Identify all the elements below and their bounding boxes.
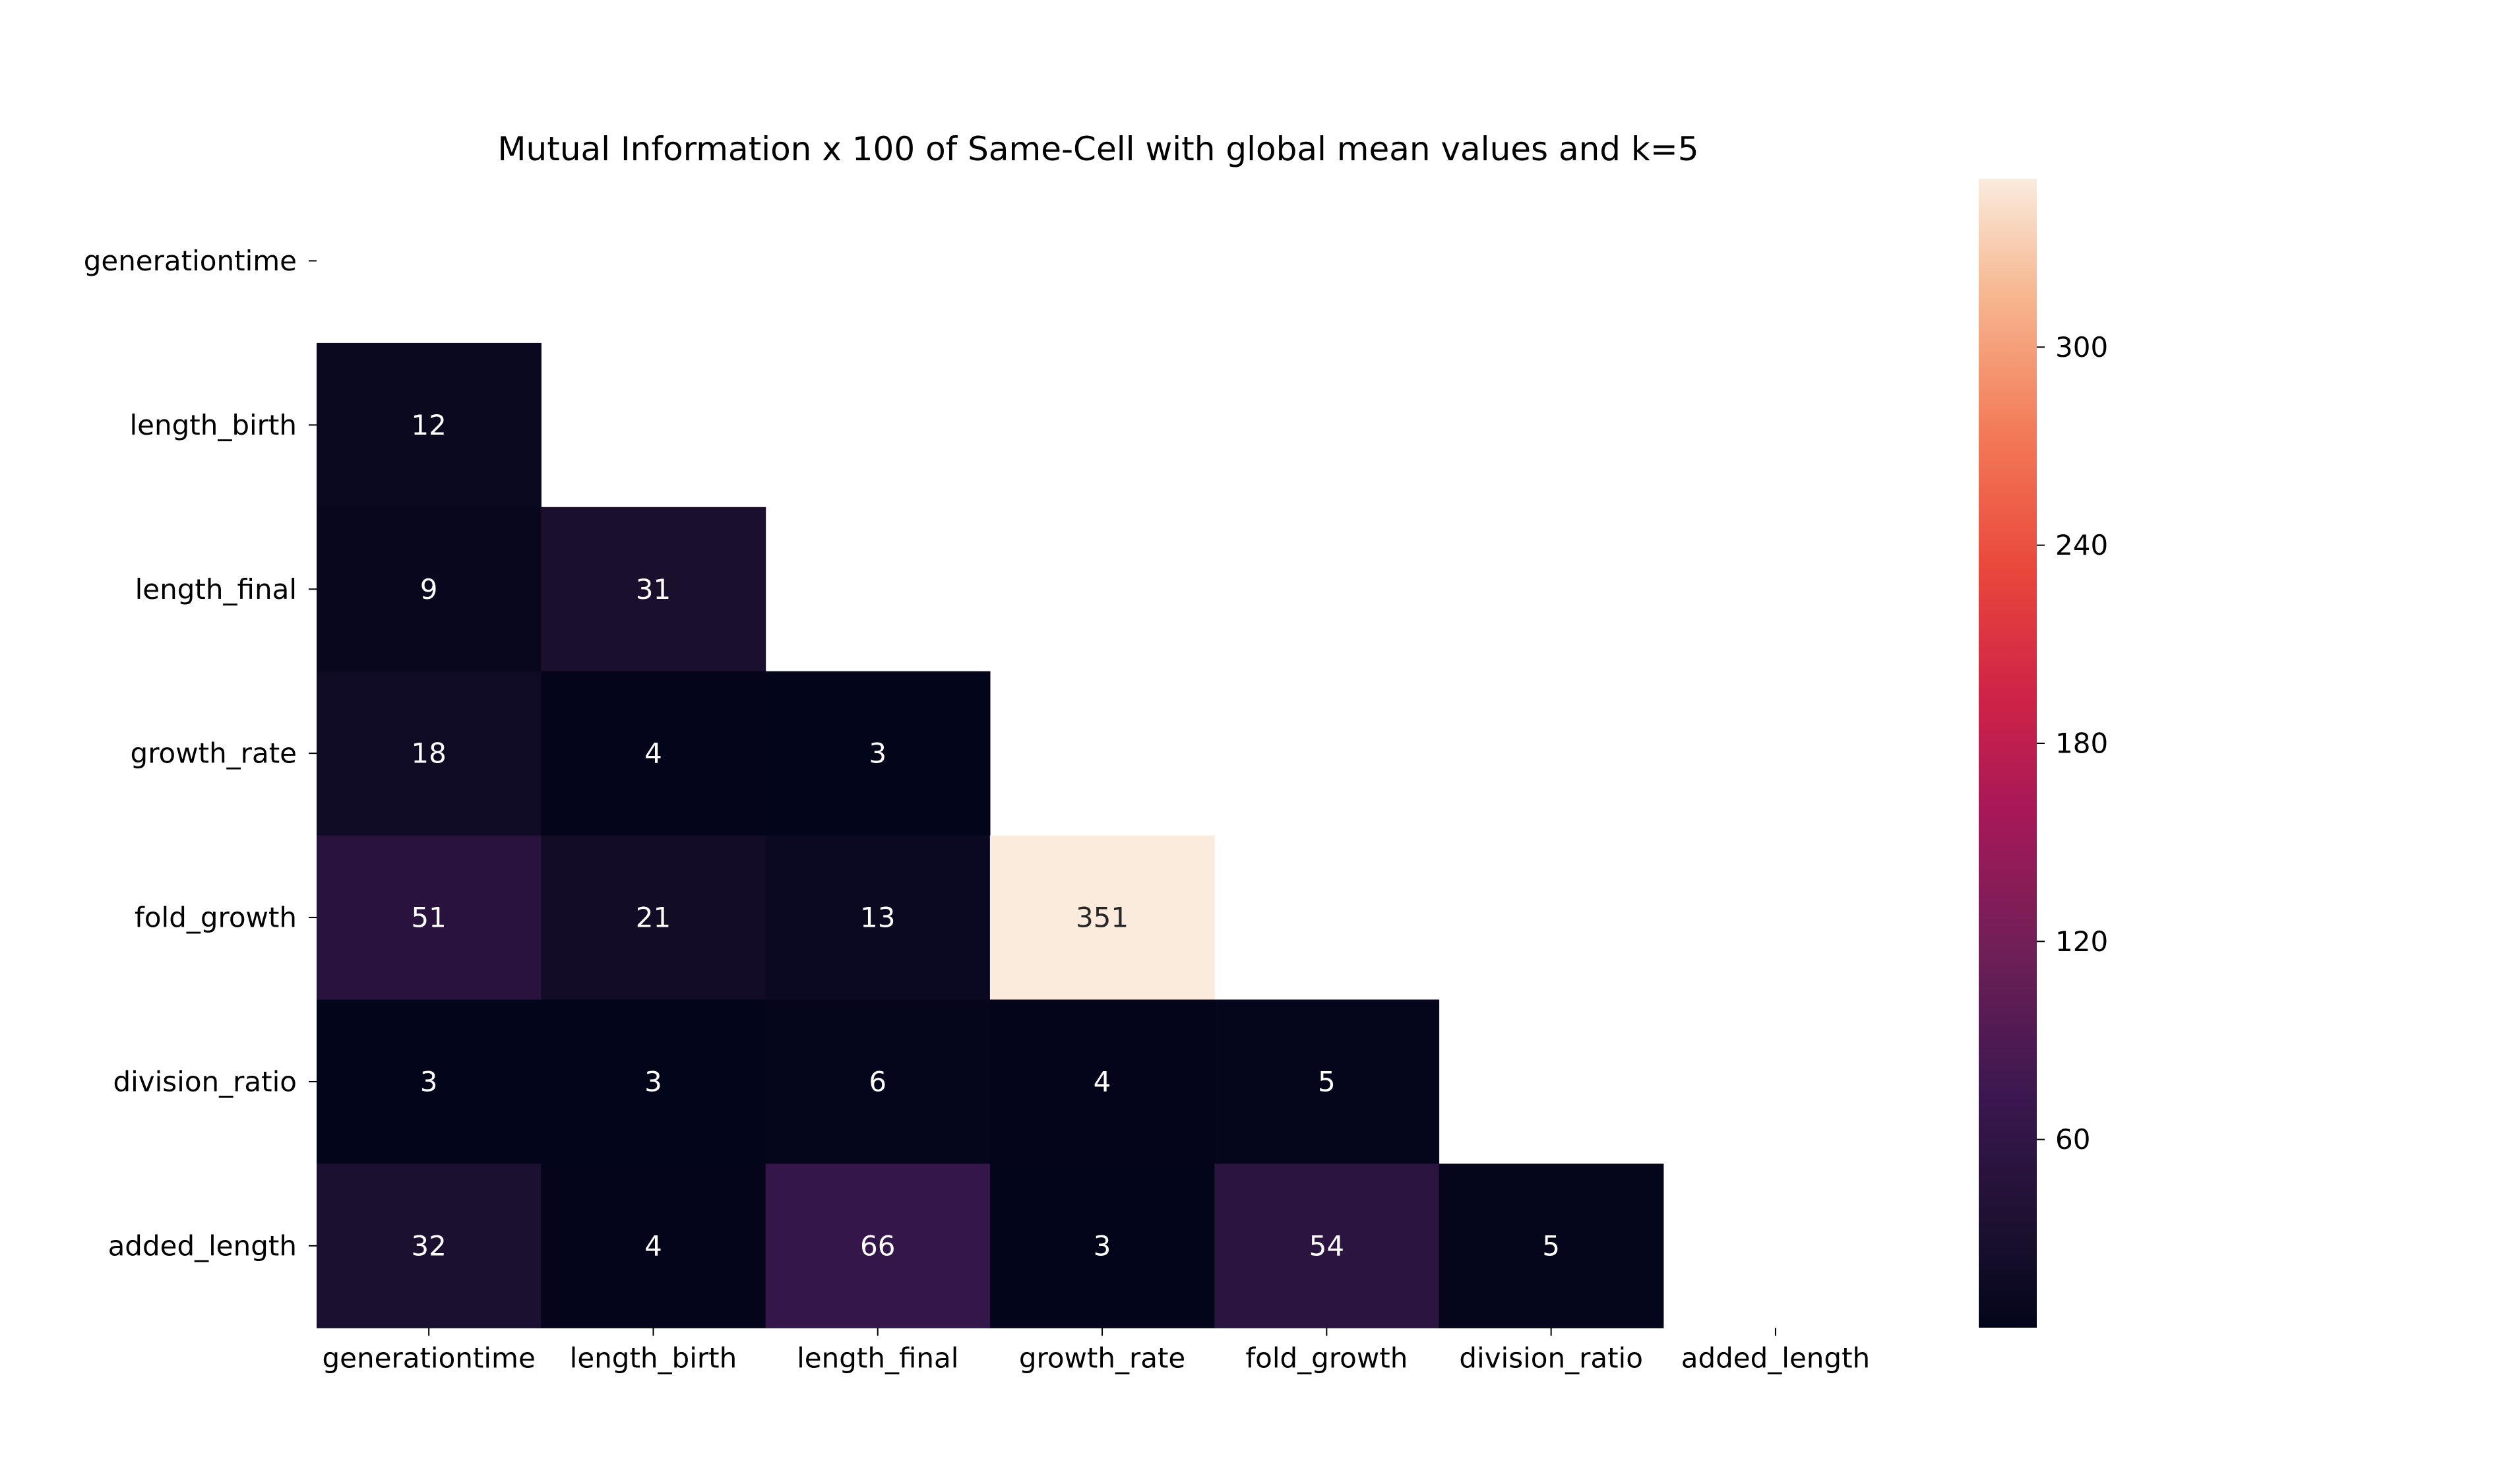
heatmap-cell	[317, 671, 542, 836]
heatmap-cell	[317, 835, 542, 1001]
cell-value-label: 31	[636, 573, 671, 605]
heatmap-cell	[1214, 999, 1440, 1164]
heatmap-cell	[317, 507, 542, 672]
heatmap-cell	[989, 999, 1215, 1164]
cell-value-label: 12	[411, 409, 446, 441]
cell-value-label: 351	[1076, 902, 1129, 934]
heatmap-cells	[317, 342, 1664, 1328]
cell-value-label: 21	[636, 902, 671, 934]
heatmap-cell	[989, 835, 1215, 1001]
heatmap-cell	[765, 671, 991, 836]
y-tick-label: length_birth	[129, 409, 297, 441]
heatmap-cell	[765, 835, 991, 1001]
colorbar-axis: 60 120 180 240 300	[2037, 331, 2108, 1156]
x-tick-label: division_ratio	[1459, 1342, 1643, 1374]
cell-value-label: 32	[411, 1229, 446, 1262]
cell-value-label: 3	[1094, 1229, 1111, 1262]
cell-value-label: 5	[1318, 1065, 1336, 1098]
y-tick-label: division_ratio	[113, 1065, 297, 1098]
cell-value-label: 6	[869, 1065, 886, 1098]
heatmap-cell	[541, 1163, 766, 1328]
heatmap-cell	[765, 999, 991, 1164]
y-axis: generationtime length_birth length_finalgr…	[84, 245, 317, 1262]
cell-value-label: 3	[644, 1065, 662, 1098]
heatmap-cell	[1214, 1163, 1440, 1328]
cell-value-label: 54	[1309, 1229, 1344, 1262]
colorbar-tick-label: 240	[2055, 529, 2108, 561]
cell-value-label: 5	[1542, 1229, 1560, 1262]
colorbar-tick-label: 120	[2055, 925, 2108, 958]
x-tick-label: length_final	[797, 1342, 958, 1374]
cell-value-label: 4	[1094, 1065, 1111, 1098]
cell-value-label: 13	[860, 902, 895, 934]
x-tick-label: length_birth	[570, 1342, 737, 1374]
cell-value-label: 4	[644, 737, 662, 770]
x-tick-label: fold_growth	[1245, 1342, 1408, 1374]
colorbar-tick-label: 180	[2055, 727, 2108, 759]
chart-title: Mutual Information x 100 of Same-Cell wi…	[497, 130, 1698, 168]
y-tick-label: added_length	[108, 1229, 297, 1262]
x-axis: generationtime length_birth length_final gr…	[322, 1328, 1870, 1374]
y-tick-label: generationtime	[84, 245, 297, 277]
colorbar-tick-label: 300	[2055, 331, 2108, 363]
y-tick-label: growth_rate	[131, 737, 297, 770]
heatmap-cell	[1439, 1163, 1664, 1328]
heatmap-cell	[541, 671, 766, 836]
heatmap-cell	[765, 1163, 991, 1328]
heatmap-cell	[317, 342, 542, 508]
heatmap-cell	[541, 507, 766, 672]
y-tick-label: fold_growth	[135, 902, 297, 934]
cell-value-label: 66	[860, 1229, 895, 1262]
heatmap-cell	[541, 999, 766, 1164]
x-tick-label: added_length	[1681, 1342, 1870, 1374]
cell-value-label: 3	[869, 737, 886, 770]
cell-value-label: 51	[411, 902, 446, 934]
x-tick-label: growth_rate	[1019, 1342, 1185, 1374]
cell-value-label: 4	[644, 1229, 662, 1262]
y-tick-label: length_final	[135, 573, 297, 605]
colorbar-tick-label: 60	[2055, 1123, 2090, 1156]
cell-value-label: 3	[420, 1065, 438, 1098]
colorbar	[1979, 179, 2037, 1328]
heatmap-cell	[989, 1163, 1215, 1328]
heatmap-cell	[317, 999, 542, 1164]
cell-value-label: 18	[411, 737, 446, 770]
heatmap-cell	[541, 835, 766, 1001]
cell-value-label: 9	[420, 573, 438, 605]
heatmap-cell	[317, 1163, 542, 1328]
x-tick-label: generationtime	[322, 1342, 535, 1374]
